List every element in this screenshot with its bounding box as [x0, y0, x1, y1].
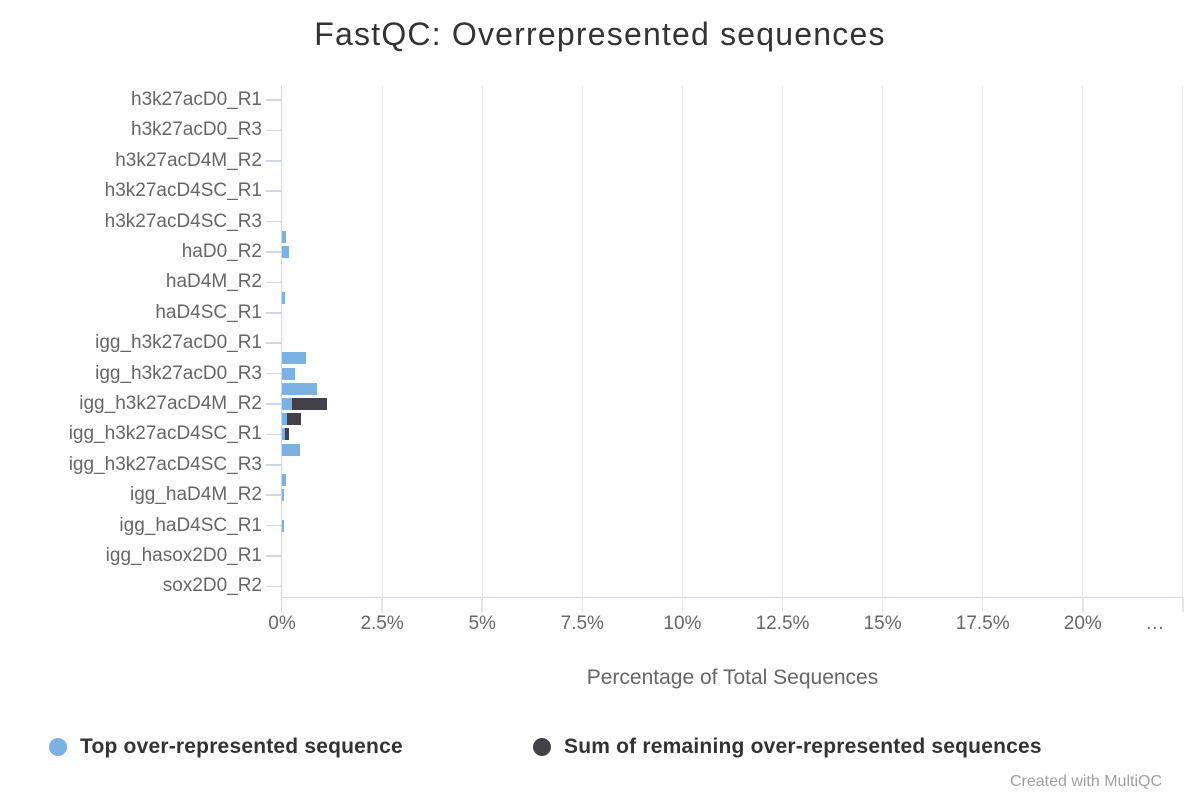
bar-top-overrepresented[interactable]	[282, 291, 286, 304]
x-axis-tick-label: 7.5%	[560, 613, 604, 634]
legend-item-remaining-sum[interactable]: Sum of remaining over-represented sequen…	[533, 735, 1042, 759]
bar-top-overrepresented[interactable]	[282, 352, 307, 365]
y-tick-mark	[266, 585, 281, 588]
bar-top-overrepresented[interactable]	[282, 474, 287, 486]
x-tick-mark	[1082, 597, 1084, 612]
x-gridline	[681, 86, 683, 597]
y-tick-mark	[266, 251, 281, 253]
y-tick-mark	[266, 220, 281, 223]
bar-top-overrepresented[interactable]	[282, 489, 284, 502]
legend-item-top-sequence[interactable]: Top over-represented sequence	[49, 735, 403, 759]
x-tick-mark	[381, 597, 383, 612]
x-tick-mark	[881, 597, 884, 612]
bar-top-overrepresented[interactable]	[282, 413, 287, 426]
y-axis-line	[280, 86, 282, 612]
plot-area	[282, 86, 1184, 597]
y-tick-mark	[266, 190, 281, 192]
chart-title: FastQC: Overrepresented sequences	[314, 16, 886, 52]
y-tick-mark	[266, 281, 281, 284]
y-axis-category-label: igg_h3k27acD4SC_R3	[68, 453, 262, 475]
y-axis-category-label: igg_hasox2D0_R1	[105, 545, 262, 566]
y-tick-mark	[266, 312, 281, 314]
y-tick-mark	[266, 160, 281, 162]
bar-top-overrepresented[interactable]	[282, 398, 292, 410]
x-tick-mark	[981, 597, 984, 612]
created-with-multiqc-credit: Created with MultiQC	[1009, 773, 1162, 790]
y-axis-category-label: igg_h3k27acD0_R3	[95, 362, 262, 384]
y-tick-mark	[266, 555, 281, 557]
bar-sum-remaining[interactable]	[284, 428, 289, 441]
legend-label-top-sequence: Top over-represented sequence	[80, 735, 403, 758]
y-axis-category-label: haD0_R2	[181, 241, 262, 262]
x-axis-line	[282, 596, 1183, 598]
y-axis-category-label: h3k27acD0_R3	[131, 119, 262, 141]
bar-top-overrepresented[interactable]	[282, 519, 284, 532]
y-axis-category-label: sox2D0_R2	[162, 575, 262, 597]
y-axis-category-label: haD4M_R2	[165, 271, 262, 293]
x-axis-tick-label: …	[1145, 613, 1165, 634]
y-tick-mark	[266, 494, 281, 496]
y-axis-category-label: igg_haD4SC_R1	[119, 514, 262, 536]
x-gridline	[381, 86, 383, 597]
x-gridline	[782, 86, 783, 597]
y-tick-mark	[266, 464, 281, 466]
y-tick-mark	[266, 433, 281, 436]
y-axis-category-label: igg_h3k27acD4SC_R1	[68, 423, 262, 445]
y-axis-category-label: igg_haD4M_R2	[129, 484, 262, 506]
y-tick-mark	[266, 403, 281, 405]
legend-label-remaining-sum: Sum of remaining over-represented sequen…	[564, 735, 1042, 758]
x-tick-mark	[781, 597, 784, 612]
x-axis-tick-label: 10%	[663, 613, 702, 634]
x-axis-tick-label: 17.5%	[955, 613, 1010, 634]
bar-top-overrepresented[interactable]	[282, 382, 317, 395]
y-axis-category-label: haD4SC_R1	[155, 301, 262, 323]
bar-top-overrepresented[interactable]	[282, 443, 301, 456]
bar-sum-remaining[interactable]	[286, 413, 302, 426]
x-tick-mark	[1182, 597, 1184, 612]
y-tick-mark	[266, 342, 281, 344]
x-gridline	[882, 86, 884, 597]
x-axis-tick-label: 20%	[1063, 613, 1102, 634]
y-tick-mark	[266, 99, 281, 101]
bar-sum-remaining[interactable]	[292, 398, 328, 410]
bar-top-overrepresented[interactable]	[282, 246, 290, 258]
x-axis-tick-label: 15%	[863, 613, 902, 634]
legend-swatch-blue-icon	[49, 738, 67, 756]
y-axis-category-label: h3k27acD4M_R2	[115, 149, 262, 171]
x-axis-tick-label: 12.5%	[755, 613, 810, 634]
y-axis-category-label: h3k27acD4SC_R3	[104, 210, 262, 232]
legend-swatch-dark-icon	[533, 738, 551, 756]
x-gridline	[1182, 86, 1184, 597]
x-axis-title: Percentage of Total Sequences	[586, 666, 879, 689]
y-tick-mark	[266, 524, 281, 527]
x-gridline	[581, 86, 583, 597]
bar-top-overrepresented[interactable]	[282, 367, 295, 380]
y-axis-category-label: igg_h3k27acD4M_R2	[79, 393, 262, 414]
bar-top-overrepresented[interactable]	[282, 230, 286, 243]
x-tick-mark	[681, 597, 684, 612]
x-axis-tick-label: 5%	[468, 613, 496, 634]
x-axis-tick-label: 0%	[268, 613, 296, 634]
y-axis-category-label: igg_h3k27acD0_R1	[95, 332, 262, 354]
bar-top-overrepresented[interactable]	[282, 428, 285, 441]
y-tick-mark	[266, 372, 281, 375]
x-tick-mark	[481, 597, 483, 612]
x-tick-mark	[581, 597, 584, 612]
x-gridline	[1082, 86, 1084, 597]
y-axis-category-label: h3k27acD0_R1	[131, 89, 262, 110]
y-tick-mark	[266, 129, 281, 132]
x-axis-tick-label: 2.5%	[360, 613, 404, 634]
y-axis-category-label: h3k27acD4SC_R1	[104, 180, 262, 202]
x-gridline	[481, 86, 483, 597]
x-gridline	[982, 86, 984, 597]
